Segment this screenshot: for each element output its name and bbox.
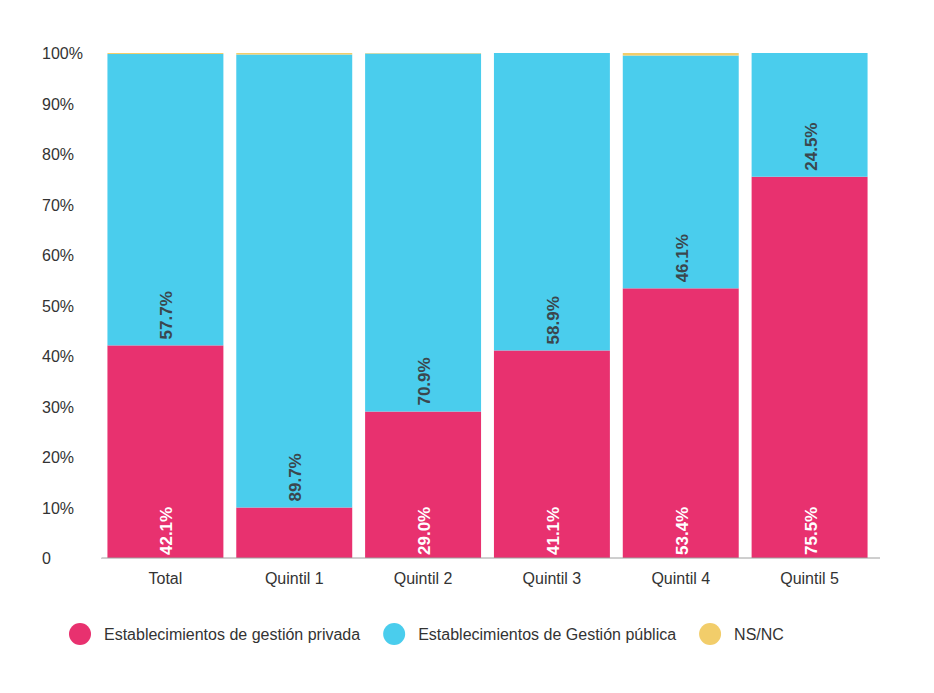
- data-label: 57.7%: [157, 291, 176, 339]
- data-label: 42.1%: [157, 507, 176, 555]
- bar-segment: [623, 56, 739, 289]
- x-axis: Total Quintil 1 Quintil 2 Quintil 3 Quintil …: [149, 570, 840, 587]
- bar-segment: [752, 177, 868, 558]
- data-label: 75.5%: [802, 507, 821, 555]
- bar-segment: [236, 53, 352, 55]
- bar-segment: [752, 53, 868, 177]
- legend: Establecimientos de gestión privada Estab…: [69, 623, 784, 645]
- data-label: 53.4%: [673, 507, 692, 555]
- y-tick-label: 10%: [42, 500, 74, 517]
- y-tick-label: 0: [42, 550, 51, 567]
- legend-swatch: [383, 623, 405, 645]
- bar-segment: [107, 53, 223, 54]
- y-tick-label: 30%: [42, 399, 74, 416]
- y-tick: [97, 204, 101, 205]
- bar-segment: [365, 54, 481, 412]
- legend-label: Establecimientos de Gestión pública: [418, 626, 676, 643]
- y-tick: [97, 305, 101, 306]
- bar-segment: [494, 53, 610, 350]
- bar-segment: [494, 350, 610, 558]
- x-tick-label: Quintil 4: [651, 570, 710, 587]
- y-tick-label: 70%: [42, 197, 74, 214]
- y-tick-label: 50%: [42, 298, 74, 315]
- data-label: 89.7%: [286, 453, 305, 501]
- bar-segment: [623, 53, 739, 56]
- y-tick-label: 80%: [42, 146, 74, 163]
- bar-segment: [365, 53, 481, 54]
- data-label: 41.1%: [544, 507, 563, 555]
- x-tick-label: Quintil 1: [265, 570, 324, 587]
- data-label: 46.1%: [673, 234, 692, 282]
- y-tick: [97, 103, 101, 104]
- y-tick-label: 60%: [42, 247, 74, 264]
- data-label: 29.0%: [415, 507, 434, 555]
- data-label: 58.9%: [544, 296, 563, 344]
- y-tick: [97, 457, 101, 458]
- x-tick-label: Quintil 5: [780, 570, 839, 587]
- y-axis-line: [101, 53, 102, 558]
- bar-segment: [623, 288, 739, 558]
- bar-segment: [752, 53, 868, 54]
- legend-swatch: [69, 623, 91, 645]
- x-tick-label: Quintil 3: [523, 570, 582, 587]
- bar-segment: [236, 55, 352, 508]
- bar-segment: [365, 412, 481, 558]
- y-tick: [97, 356, 101, 357]
- data-label: 24.5%: [802, 123, 821, 171]
- bar-segment: [107, 345, 223, 558]
- legend-label: NS/NC: [734, 626, 784, 643]
- legend-label: Establecimientos de gestión privada: [104, 626, 360, 643]
- y-tick: [97, 406, 101, 407]
- y-tick-label: 90%: [42, 96, 74, 113]
- data-label: 70.9%: [415, 357, 434, 405]
- x-tick-label: Total: [149, 570, 183, 587]
- y-tick: [97, 154, 101, 155]
- legend-swatch: [699, 623, 721, 645]
- y-tick: [97, 53, 101, 54]
- y-axis: 0 10% 20% 30% 40% 50% 60% 70% 80% 90% 100%: [42, 45, 101, 567]
- bars: [107, 53, 867, 558]
- data-labels: 42.1% 57.7% 89.7% 29.0% 70.9% 41.1% 58.9% 53.4%…: [157, 123, 820, 555]
- y-tick: [97, 558, 101, 559]
- y-tick-label: 100%: [42, 45, 83, 62]
- y-tick-label: 20%: [42, 449, 74, 466]
- bar-segment: [107, 54, 223, 345]
- bar-segment: [236, 508, 352, 559]
- y-tick-label: 40%: [42, 348, 74, 365]
- bar-segment: [494, 53, 610, 54]
- x-tick-label: Quintil 2: [394, 570, 453, 587]
- x-axis-line: [101, 558, 880, 559]
- y-tick: [97, 507, 101, 508]
- chart: 0 10% 20% 30% 40% 50% 60% 70% 80% 90% 100% 42.1% 57.…: [0, 0, 934, 693]
- y-tick: [97, 255, 101, 256]
